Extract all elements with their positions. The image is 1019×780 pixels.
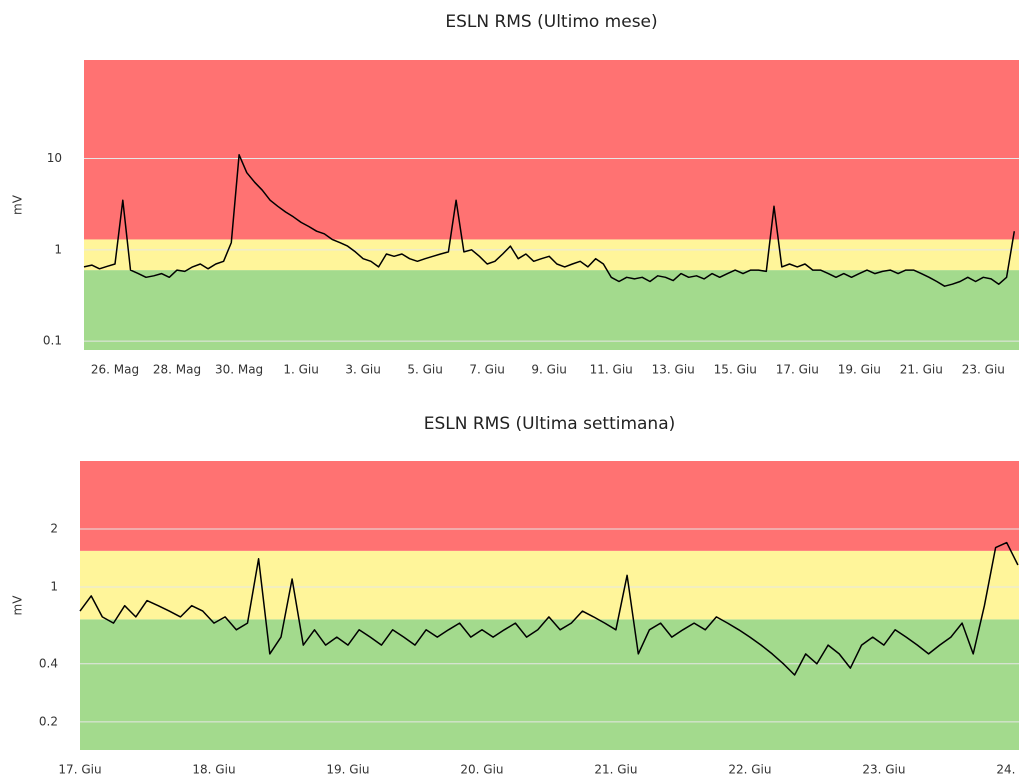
x-tick-label: 13. Giu [652, 363, 695, 377]
threshold-band [84, 60, 1019, 240]
y-tick-label: 2 [50, 521, 58, 535]
threshold-band [84, 270, 1019, 350]
x-tick-label: 21. Giu [594, 763, 637, 777]
x-tick-label: 5. Giu [407, 363, 443, 377]
x-tick-label: 21. Giu [900, 363, 943, 377]
y-tick-label: 1 [50, 580, 58, 594]
y-axis-label: mV [11, 194, 25, 215]
y-tick-label: 10 [47, 151, 62, 165]
x-tick-label: 19. Giu [326, 763, 369, 777]
data-line [83, 154, 1016, 287]
y-tick-label: 0.4 [39, 656, 58, 670]
x-tick-label: 9. Giu [531, 363, 567, 377]
x-tick-label: 18. Giu [192, 763, 235, 777]
x-tick-label: 26. Mag [91, 363, 139, 377]
x-tick-label: 19. Giu [838, 363, 881, 377]
data-line [79, 541, 1019, 676]
y-tick-label: 1 [54, 242, 62, 256]
x-tick-label: 24. Giu [996, 763, 1019, 777]
y-tick-label: 0.1 [43, 334, 62, 348]
x-tick-label: 11. Giu [590, 363, 633, 377]
y-axis-label: mV [11, 595, 25, 616]
x-tick-label: 23. Giu [962, 363, 1005, 377]
x-tick-label: 30. Mag [215, 363, 263, 377]
y-tick-label: 0.2 [39, 714, 58, 728]
x-tick-label: 28. Mag [153, 363, 201, 377]
x-tick-label: 15. Giu [714, 363, 757, 377]
threshold-band [80, 461, 1019, 551]
threshold-band [80, 550, 1019, 620]
chart-title: ESLN RMS (Ultima settimana) [424, 414, 676, 434]
x-tick-label: 3. Giu [345, 363, 381, 377]
x-tick-label: 1. Giu [283, 363, 319, 377]
x-tick-label: 23. Giu [862, 763, 905, 777]
x-tick-label: 20. Giu [460, 763, 503, 777]
x-tick-label: 17. Giu [776, 363, 819, 377]
x-tick-label: 17. Giu [58, 763, 101, 777]
threshold-band [84, 239, 1019, 271]
threshold-band [80, 619, 1019, 750]
x-tick-label: 7. Giu [469, 363, 505, 377]
x-tick-label: 22. Giu [728, 763, 771, 777]
chart-title: ESLN RMS (Ultimo mese) [445, 12, 657, 32]
